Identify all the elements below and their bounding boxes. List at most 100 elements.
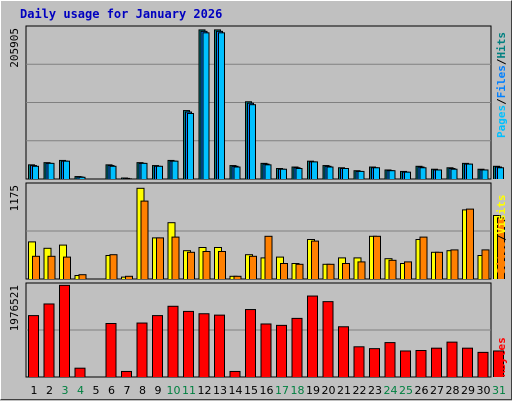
day-label: 14 [229,384,243,397]
legend-entry: Sites [495,241,508,274]
legend-entry: Pages [495,105,508,138]
bar-pages [64,162,69,179]
bar-kbytes [169,307,178,377]
bar-kbytes [432,349,441,377]
day-label: 28 [446,384,460,397]
bar-pages [250,105,255,179]
day-label: 18 [291,384,305,397]
series-legend: Pages/Files/Hits [495,32,508,138]
bar-pages [204,33,209,179]
bar-kbytes [370,349,379,377]
bar-pages [359,172,364,179]
bar-sites [142,202,148,279]
day-label: 23 [368,384,382,397]
bar-kbytes [386,343,395,377]
day-label: 2 [46,384,53,397]
series-legend: KBytes [495,337,508,377]
day-label: 7 [124,384,131,397]
bar-sites [219,252,225,279]
bar-sites [467,210,473,279]
bar-sites [33,257,39,279]
bar-pages [343,169,348,179]
bar-pages [33,167,38,179]
bar-kbytes [45,304,54,377]
day-label: 1 [31,384,38,397]
bar-kbytes [339,327,348,377]
day-label: 12 [198,384,212,397]
bar-sites [250,257,256,279]
bar-kbytes [293,319,302,377]
bar-sites [297,265,303,279]
bar-pages [498,168,503,179]
legend-entry: Visits [495,195,508,235]
bar-kbytes [153,316,162,377]
bar-sites [173,238,179,279]
day-label: 13 [213,384,227,397]
bar-kbytes [324,302,333,377]
day-label: 11 [182,384,196,397]
bar-pages [421,168,426,179]
bar-kbytes [401,351,410,377]
bar-pages [312,162,317,179]
bar-sites [111,255,117,279]
bar-pages [405,173,410,179]
bar-sites [235,277,241,279]
bar-kbytes [448,343,457,377]
day-label: 21 [337,384,351,397]
bar-pages [80,178,85,179]
bar-pages [219,33,224,179]
bar-kbytes [215,316,224,377]
day-label: 3 [62,384,69,397]
bar-pages [328,168,333,179]
bar-pages-shadow [125,178,132,179]
bar-pages [281,170,286,179]
bar-sites [343,264,349,279]
bar-kbytes [262,324,271,377]
bar-pages [157,167,162,179]
day-label: 16 [260,384,274,397]
bar-kbytes [76,369,85,377]
day-label: 15 [244,384,258,397]
bar-sites [421,238,427,279]
bar-sites [359,262,365,279]
day-label: 8 [139,384,146,397]
bar-sites [266,237,272,279]
day-label: 6 [108,384,115,397]
bar-sites [281,264,287,279]
bar-kbytes [107,324,116,377]
bar-sites [390,261,396,279]
bar-kbytes [184,312,193,377]
day-label: 30 [477,384,491,397]
bar-sites [483,250,489,279]
bar-pages [111,167,116,179]
y-max-label: 1175 [8,185,21,212]
day-label: 22 [353,384,367,397]
bar-pages [49,164,54,179]
bar-kbytes [29,316,38,377]
bar-kbytes [246,310,255,377]
day-label: 29 [461,384,475,397]
bar-pages [390,171,395,179]
bar-sites [157,238,163,279]
day-label: 10 [167,384,181,397]
bar-sites [328,265,334,279]
bar-sites [80,275,86,279]
legend-entry: Files [495,65,508,98]
day-label: 19 [306,384,320,397]
bar-sites [126,277,132,279]
day-label: 27 [430,384,444,397]
bar-kbytes [463,349,472,377]
bar-pages [173,162,178,179]
bar-kbytes [479,353,488,377]
day-label: 25 [399,384,413,397]
day-label: 4 [77,384,84,397]
legend-entry: KBytes [495,337,508,377]
series-legend: Sites/Visits [495,195,508,275]
bar-sites [49,257,55,279]
bar-kbytes [417,351,426,377]
day-label: 5 [93,384,100,397]
bar-sites [452,250,458,279]
bar-kbytes [308,297,317,377]
